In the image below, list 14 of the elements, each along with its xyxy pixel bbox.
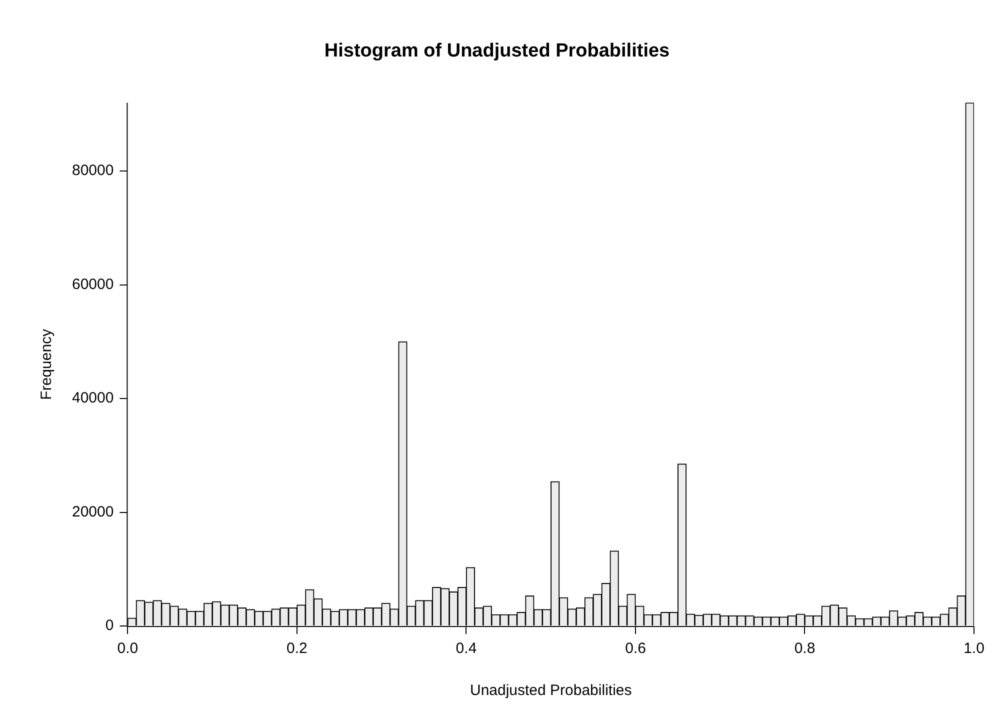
y-tick-label: 80000 [72, 162, 114, 180]
chart-title: Histogram of Unadjusted Probabilities [324, 40, 670, 62]
y-axis-title: Frequency [38, 328, 56, 400]
x-axis-title: Unadjusted Probabilities [470, 682, 632, 700]
x-tick-label: 0.4 [456, 640, 477, 658]
x-tick-label: 0.8 [794, 640, 816, 658]
x-tick-label: 0.0 [117, 640, 138, 658]
y-tick-label: 60000 [72, 276, 114, 293]
x-tick-label: 1.0 [964, 640, 984, 658]
x-tick-label: 0.6 [625, 640, 646, 658]
y-tick-label: 20000 [72, 503, 114, 520]
y-tick-label: 0 [105, 617, 114, 634]
y-tick-label: 40000 [72, 390, 114, 407]
x-tick-label: 0.2 [286, 640, 308, 658]
